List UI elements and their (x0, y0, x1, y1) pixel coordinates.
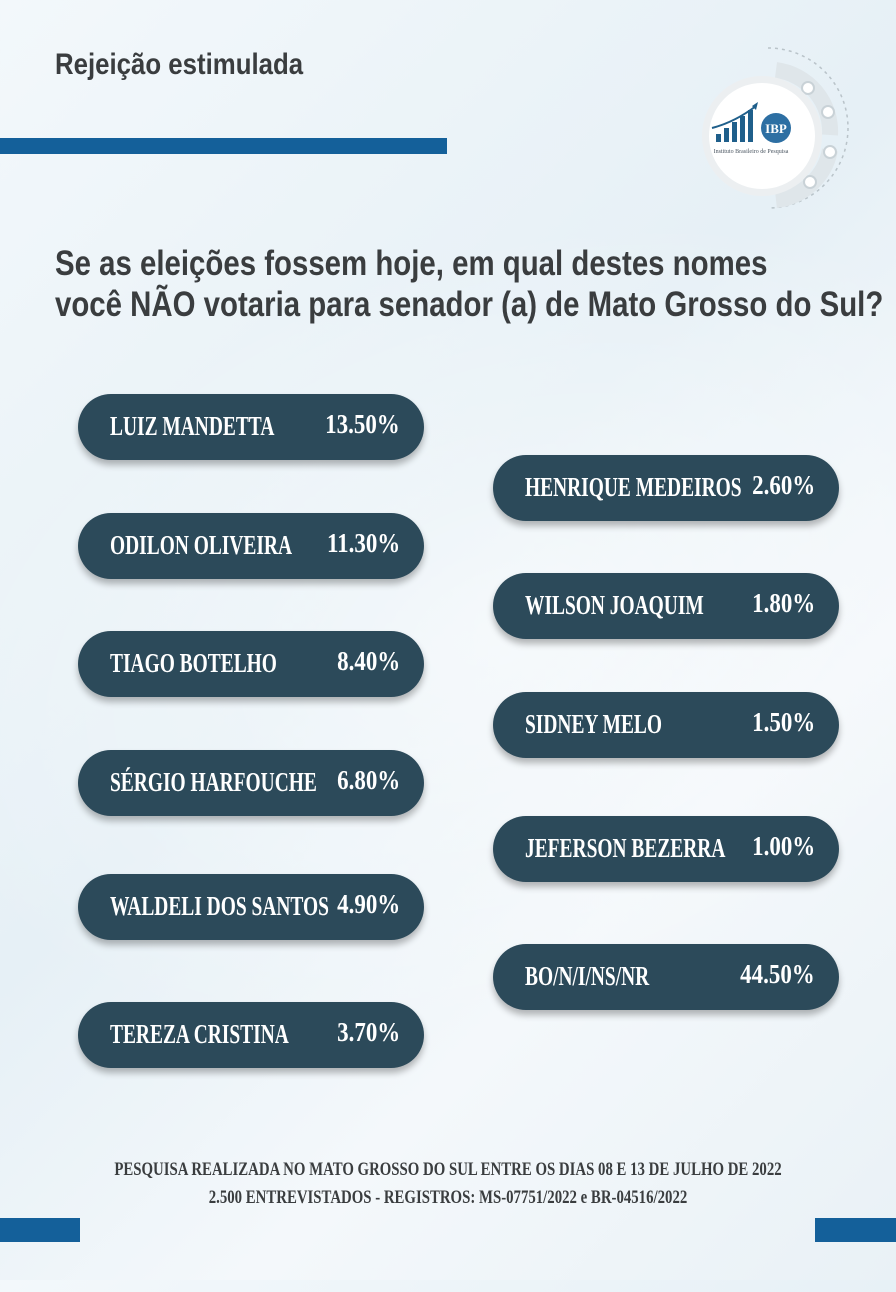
candidate-name: LUIZ MANDETTA (110, 411, 275, 441)
candidate-name: WILSON JOAQUIM (525, 590, 704, 620)
result-pill: TIAGO BOTELHO 8.40% (78, 631, 424, 697)
result-pill: ODILON OLIVEIRA 11.30% (78, 513, 424, 579)
candidate-percentage: 1.00% (751, 831, 815, 861)
bottom-left-accent-bar (0, 1218, 80, 1242)
candidate-percentage: 3.70% (336, 1017, 400, 1047)
result-pill: SIDNEY MELO 1.50% (493, 692, 839, 758)
result-pill: WILSON JOAQUIM 1.80% (493, 573, 839, 639)
result-pill: SÉRGIO HARFOUCHE 6.80% (78, 750, 424, 816)
ibp-logo: IBP Instituto Brasileiro de Pesquisa (680, 40, 855, 215)
candidate-name: SÉRGIO HARFOUCHE (110, 767, 317, 797)
candidate-percentage: 6.80% (336, 765, 400, 795)
question-line-2: você NÃO votaria para senador (a) de Mat… (55, 285, 884, 324)
result-pill: JEFERSON BEZERRA 1.00% (493, 816, 839, 882)
candidate-name: SIDNEY MELO (525, 709, 663, 739)
page-title: Rejeição estimulada (55, 48, 304, 81)
candidate-percentage: 1.80% (751, 588, 815, 618)
candidate-name: ODILON OLIVEIRA (110, 530, 293, 560)
footer-line-1: PESQUISA REALIZADA NO MATO GROSSO DO SUL… (114, 1159, 782, 1180)
footer-notes: PESQUISA REALIZADA NO MATO GROSSO DO SUL… (0, 1156, 896, 1212)
candidate-percentage: 11.30% (326, 528, 400, 558)
candidate-percentage: 2.60% (751, 470, 815, 500)
candidate-name: WALDELI DOS SANTOS (110, 891, 329, 921)
candidate-name: TIAGO BOTELHO (110, 648, 277, 678)
candidate-name: HENRIQUE MEDEIROS (525, 472, 742, 502)
candidate-name: JEFERSON BEZERRA (525, 833, 726, 863)
question-line-1: Se as eleições fossem hoje, em qual dest… (55, 244, 768, 283)
candidate-percentage: 13.50% (325, 409, 400, 439)
candidate-percentage: 8.40% (336, 646, 400, 676)
candidate-percentage: 1.50% (751, 707, 815, 737)
candidate-percentage: 4.90% (336, 889, 400, 919)
candidate-name: TEREZA CRISTINA (110, 1019, 289, 1049)
bottom-right-accent-bar (815, 1218, 896, 1242)
result-pill: LUIZ MANDETTA 13.50% (78, 394, 424, 460)
result-pill: BO/N/I/NS/NR 44.50% (493, 944, 839, 1010)
candidate-name: BO/N/I/NS/NR (525, 961, 650, 991)
logo-subtitle: Instituto Brasileiro de Pesquisa (714, 149, 789, 155)
title-accent-bar (0, 138, 447, 154)
question-heading: Se as eleições fossem hoje, em qual dest… (55, 243, 883, 325)
result-pill: TEREZA CRISTINA 3.70% (78, 1002, 424, 1068)
footer-line-2: 2.500 ENTREVISTADOS - REGISTROS: MS-0775… (208, 1187, 688, 1208)
result-pill: HENRIQUE MEDEIROS 2.60% (493, 455, 839, 521)
logo-abbrev: IBP (765, 121, 787, 136)
candidate-percentage: 44.50% (740, 959, 815, 989)
result-pill: WALDELI DOS SANTOS 4.90% (78, 874, 424, 940)
